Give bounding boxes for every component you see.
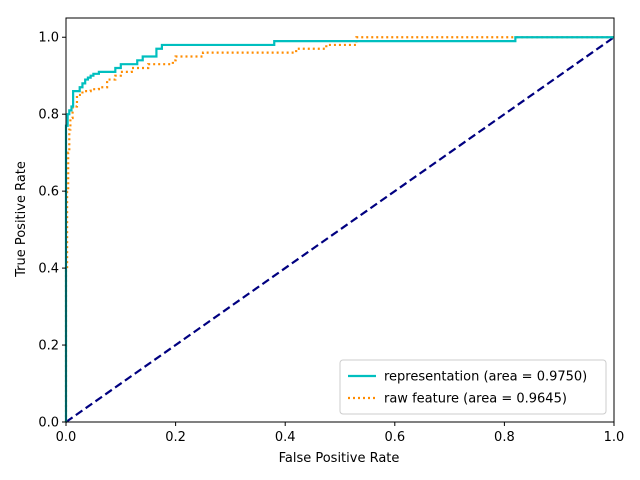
plot-frame bbox=[65, 17, 615, 423]
y-tick-label: 0.0 bbox=[38, 416, 59, 431]
y-tick-label: 0.6 bbox=[38, 185, 59, 200]
y-tick-label: 1.0 bbox=[38, 31, 59, 46]
x-tick-label: 0.6 bbox=[384, 430, 405, 445]
x-axis-label: False Positive Rate bbox=[279, 451, 400, 466]
legend-box bbox=[339, 359, 607, 415]
series-line-1 bbox=[64, 36, 614, 422]
y-tick-label: 0.2 bbox=[38, 339, 59, 354]
x-tick-label: 1.0 bbox=[604, 430, 625, 445]
legend-label: representation (area = 0.9750) bbox=[384, 370, 587, 385]
legend: representation (area = 0.9750) raw featur… bbox=[339, 359, 607, 415]
y-tick-label: 0.4 bbox=[38, 262, 59, 277]
series-line-0 bbox=[64, 36, 614, 422]
series-line-2 bbox=[65, 36, 615, 423]
plot-area bbox=[64, 17, 615, 423]
y-tick-label: 0.8 bbox=[38, 108, 59, 123]
x-tick-label: 0.4 bbox=[275, 430, 296, 445]
y-axis-ticks: 0.0 0.2 0.4 0.6 0.8 1.0 bbox=[38, 31, 66, 431]
x-tick-label: 0.0 bbox=[56, 430, 77, 445]
x-axis-ticks: 0.0 0.2 0.4 0.6 0.8 1.0 bbox=[56, 422, 625, 445]
x-tick-label: 0.2 bbox=[165, 430, 186, 445]
legend-label: raw feature (area = 0.9645) bbox=[384, 392, 567, 407]
x-tick-label: 0.8 bbox=[494, 430, 515, 445]
y-axis-label: True Positive Rate bbox=[14, 161, 29, 278]
